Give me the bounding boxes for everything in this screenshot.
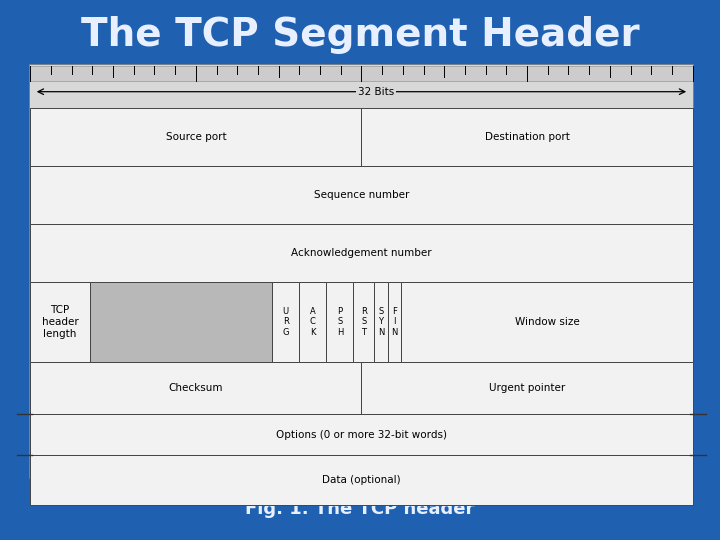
Bar	[30, 65, 693, 108]
Bar	[30, 66, 693, 82]
Bar	[388, 282, 401, 362]
Bar	[30, 166, 693, 224]
Text: TCP
header
length: TCP header length	[42, 305, 78, 339]
Text: A
C
K: A C K	[310, 307, 315, 337]
Bar	[361, 108, 693, 166]
Bar	[374, 282, 388, 362]
Bar	[300, 282, 326, 362]
Bar	[90, 282, 272, 362]
Text: Sequence number: Sequence number	[314, 190, 409, 200]
Text: Source port: Source port	[166, 132, 226, 142]
Text: 32 Bits: 32 Bits	[358, 87, 394, 97]
Bar	[30, 65, 693, 478]
Bar	[30, 455, 693, 505]
Text: Acknowledgement number: Acknowledgement number	[291, 248, 432, 258]
Bar	[30, 108, 361, 166]
Bar	[272, 282, 300, 362]
Text: Checksum: Checksum	[168, 383, 223, 393]
Bar	[354, 282, 374, 362]
Text: 14: 14	[675, 480, 691, 492]
Text: Urgent pointer: Urgent pointer	[489, 383, 565, 393]
Bar	[30, 282, 90, 362]
Text: F
I
N: F I N	[392, 307, 397, 337]
Text: U
R
G: U R G	[282, 307, 289, 337]
Text: The TCP Segment Header: The TCP Segment Header	[81, 16, 639, 54]
Bar	[361, 362, 693, 414]
Text: Destination port: Destination port	[485, 132, 570, 142]
Text: Fig. 1. The TCP header: Fig. 1. The TCP header	[246, 500, 474, 518]
Bar	[30, 224, 693, 282]
Text: Data (optional): Data (optional)	[322, 475, 401, 485]
Bar	[326, 282, 354, 362]
Bar	[30, 362, 361, 414]
Text: R
S
T: R S T	[361, 307, 366, 337]
Text: Window size: Window size	[515, 317, 580, 327]
Text: S
Y
N: S Y N	[378, 307, 384, 337]
Bar	[401, 282, 693, 362]
Text: Options (0 or more 32-bit words): Options (0 or more 32-bit words)	[276, 429, 447, 440]
Bar	[30, 414, 693, 455]
Text: P
S
H: P S H	[337, 307, 343, 337]
